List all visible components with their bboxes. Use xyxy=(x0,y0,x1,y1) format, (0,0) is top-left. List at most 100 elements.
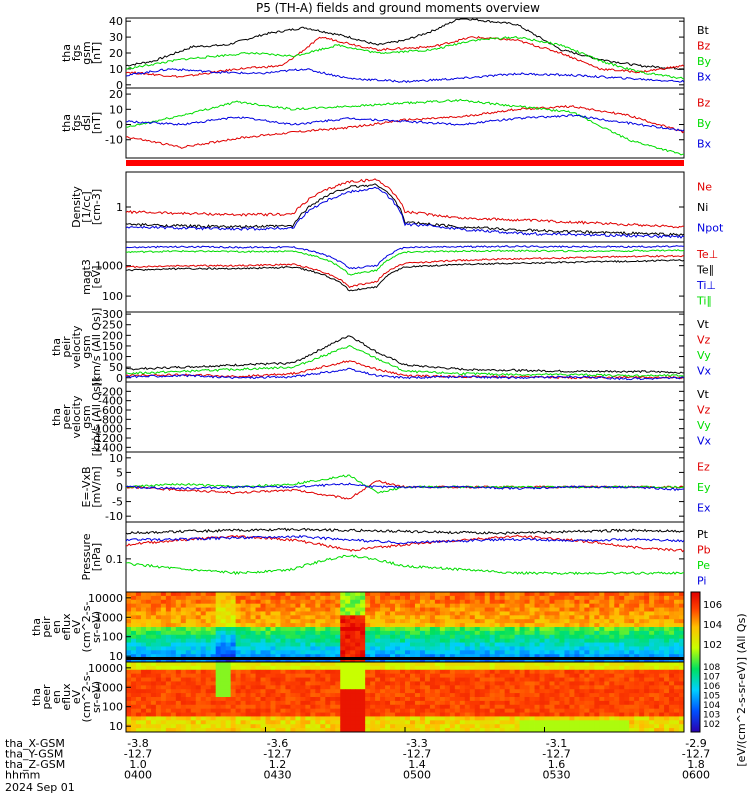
ylabel-line: en xyxy=(50,620,63,634)
spectrogram-cell xyxy=(454,646,461,651)
spectrogram-cell xyxy=(469,627,476,632)
spectrogram-cell xyxy=(325,700,331,706)
spectrogram-cell xyxy=(390,662,396,667)
spectrogram-cell xyxy=(180,716,187,721)
spectrogram-cell xyxy=(534,646,540,651)
spectrogram-cell xyxy=(629,712,635,717)
spectrogram-cell xyxy=(150,658,157,663)
colorbar-tick: 108 xyxy=(703,663,720,673)
spectrogram-cell xyxy=(509,630,515,636)
spectrogram-cell xyxy=(579,634,585,640)
spectrogram-cell xyxy=(589,673,595,678)
spectrogram-cell xyxy=(549,724,555,729)
spectrogram-cell xyxy=(554,728,560,733)
spectrogram-cell xyxy=(454,658,461,663)
spectrogram-cell xyxy=(126,646,132,651)
spectrogram-cell xyxy=(559,627,565,632)
spectrogram-cell xyxy=(414,603,421,608)
spectrogram-cell xyxy=(245,685,251,690)
spectrogram-cell xyxy=(524,681,530,686)
spectrogram-cell xyxy=(285,599,291,605)
spectrogram-cell xyxy=(380,704,386,710)
spectrogram-cell xyxy=(200,642,207,647)
spectrogram-cell xyxy=(150,689,157,694)
spectrogram-cell xyxy=(170,728,177,733)
spectrogram-cell xyxy=(135,689,142,694)
spectrogram-cell xyxy=(459,704,466,710)
spectrogram-cell xyxy=(375,619,381,624)
spectrogram-cell xyxy=(624,619,630,624)
spectrogram-cell xyxy=(469,712,476,717)
spectrogram-cell xyxy=(150,669,157,675)
spectrogram-cell xyxy=(674,728,680,733)
ylabel-line: magt3 xyxy=(80,259,93,295)
spectrogram-cell xyxy=(395,712,401,717)
spectrogram-cell xyxy=(370,677,376,682)
spectrogram-cell xyxy=(679,704,685,710)
spectrogram-cell xyxy=(145,728,152,733)
spectrogram-cell xyxy=(220,681,227,686)
spectrogram-cell xyxy=(584,595,590,601)
spectrogram-cell xyxy=(679,693,685,698)
spectrogram-cell xyxy=(639,712,645,717)
spectrogram-cell xyxy=(619,599,625,605)
spectrogram-cell xyxy=(340,607,346,612)
spectrogram-cell xyxy=(235,646,241,651)
spectrogram-cell xyxy=(409,607,416,612)
spectrogram-cell xyxy=(499,724,506,729)
spectrogram-cell xyxy=(245,708,251,713)
spectrogram-cell xyxy=(365,646,371,651)
spectrogram-cell xyxy=(619,728,625,733)
spectrogram-cell xyxy=(479,693,486,698)
spectrogram-cell xyxy=(220,595,227,601)
spectrogram-cell xyxy=(594,650,600,655)
spectrogram-cell xyxy=(629,662,635,667)
spectrogram-cell xyxy=(155,689,162,694)
spectrogram-cell xyxy=(464,595,471,601)
spectrogram-cell xyxy=(215,592,222,597)
spectrogram-cell xyxy=(215,607,222,612)
spectrogram-cell xyxy=(529,619,535,624)
spectrogram-cell xyxy=(315,700,321,706)
spectrogram-cell xyxy=(479,634,486,640)
spectrogram-cell xyxy=(185,615,192,620)
spectrogram-cell xyxy=(569,658,575,663)
spectrogram-cell xyxy=(355,689,361,694)
spectrogram-cell xyxy=(439,646,446,651)
spectrogram-cell xyxy=(629,630,635,636)
spectrogram-cell xyxy=(405,630,411,636)
spectrogram-cell xyxy=(494,673,501,678)
spectrogram-cell xyxy=(484,708,491,713)
spectrogram-cell xyxy=(564,646,570,651)
spectrogram-cell xyxy=(604,650,610,655)
spectrogram-cell xyxy=(345,607,351,612)
spectrogram-cell xyxy=(385,627,391,632)
spectrogram-cell xyxy=(260,697,266,702)
spectrogram-cell xyxy=(145,720,152,725)
spectrogram-cell xyxy=(494,677,501,682)
spectrogram-cell xyxy=(424,693,431,698)
spectrogram-cell xyxy=(549,693,555,698)
spectrogram-cell xyxy=(674,669,680,675)
spectrogram-cell xyxy=(469,654,476,659)
spectrogram-cell xyxy=(130,685,137,690)
spectrogram-cell xyxy=(409,634,416,640)
spectrogram-cell xyxy=(434,693,441,698)
spectrogram-cell xyxy=(375,603,381,608)
spectrogram-cell xyxy=(564,623,570,628)
spectrogram-cell xyxy=(439,615,446,620)
spectrogram-cell xyxy=(424,720,431,725)
spectrogram-cell xyxy=(489,697,496,702)
spectrogram-cell xyxy=(265,603,271,608)
spectrogram-cell xyxy=(160,615,167,620)
spectrogram-cell xyxy=(479,708,486,713)
spectrogram-cell xyxy=(464,700,471,706)
spectrogram-cell xyxy=(390,658,396,663)
spectrogram-cell xyxy=(424,603,431,608)
spectrogram-cell xyxy=(429,716,436,721)
spectrogram-cell xyxy=(400,681,406,686)
spectrogram-cell xyxy=(619,592,625,597)
spectrogram-cell xyxy=(175,615,182,620)
spectrogram-cell xyxy=(150,615,157,620)
